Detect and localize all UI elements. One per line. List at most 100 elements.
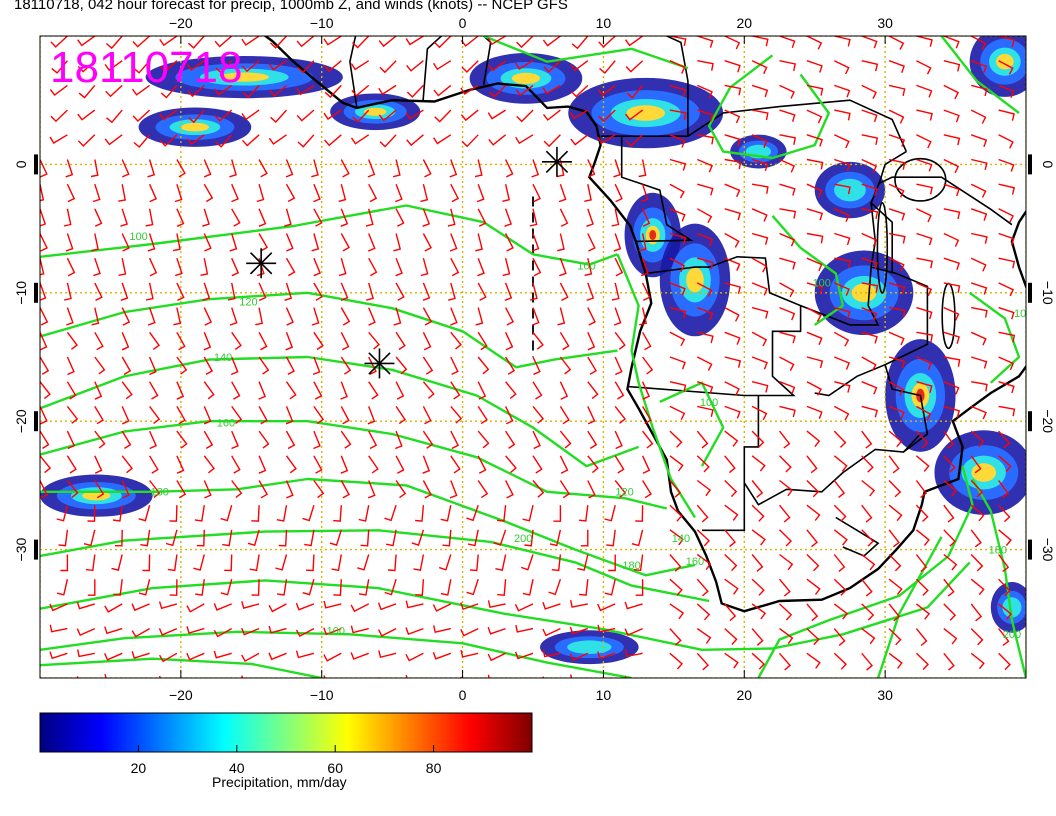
- wind-barb: [861, 232, 878, 247]
- wind-barb: [516, 109, 534, 123]
- wind-barb: [915, 504, 929, 523]
- wind-barb: [614, 356, 623, 376]
- lat-label-left: 0: [13, 160, 29, 168]
- wind-barb: [368, 307, 376, 326]
- wind-barb: [559, 455, 569, 474]
- wind-barb: [696, 603, 711, 621]
- wind-barb: [49, 603, 68, 612]
- wind-barb: [916, 158, 933, 172]
- wind-barb: [943, 578, 955, 597]
- height-contour: [968, 291, 1021, 384]
- lon-label-bottom: 10: [596, 687, 612, 703]
- wind-barb: [696, 479, 712, 497]
- lake-outline: [876, 201, 889, 294]
- wind-barb: [504, 282, 513, 302]
- wind-barb: [724, 282, 742, 294]
- contour-label: 200: [514, 533, 532, 545]
- wind-barb: [241, 627, 260, 636]
- wind-barb: [1025, 110, 1026, 111]
- wind-barb: [806, 36, 823, 50]
- wind-barb: [77, 649, 95, 658]
- wind-barb: [778, 430, 791, 449]
- wind-barb: [295, 627, 315, 638]
- wind-barb: [66, 356, 75, 376]
- wind-barb: [751, 554, 764, 572]
- wind-barb: [366, 282, 374, 301]
- wind-barb: [420, 184, 429, 203]
- wind-barb: [888, 134, 906, 147]
- wind-barb: [241, 134, 260, 147]
- wind-barb: [229, 307, 238, 326]
- wind-barb: [532, 356, 541, 376]
- wind-barb: [147, 233, 156, 252]
- wind-barb: [131, 627, 150, 638]
- wind-barb: [229, 233, 238, 252]
- wind-barb: [696, 504, 709, 523]
- wind-barb: [834, 36, 851, 47]
- wind-barb: [888, 603, 901, 622]
- wind-barb: [998, 183, 1016, 195]
- wind-barb: [604, 505, 616, 522]
- wind-barb: [384, 504, 397, 522]
- wind-barb: [697, 109, 714, 122]
- wind-barb: [669, 36, 687, 47]
- wind-barb: [834, 158, 851, 172]
- wind-barb: [78, 84, 96, 99]
- wind-barb: [833, 603, 849, 620]
- wind-barb: [970, 455, 982, 474]
- wind-barb: [614, 405, 626, 424]
- wind-barb: [624, 649, 643, 658]
- wind-barb: [63, 208, 72, 227]
- wind-barb: [1025, 233, 1026, 235]
- wind-barb: [833, 455, 848, 472]
- wind-barb: [834, 109, 851, 121]
- wind-barb: [631, 529, 644, 547]
- wind-barb: [94, 381, 103, 400]
- wind-barb: [40, 356, 50, 375]
- wind-barb: [159, 134, 178, 147]
- wind-barb: [578, 505, 589, 522]
- wind-barb: [998, 554, 1010, 573]
- wind-barb: [779, 232, 796, 247]
- wind-barb: [970, 430, 985, 448]
- wind-barb: [1025, 85, 1026, 87]
- wind-barb: [779, 356, 795, 372]
- wind-barb: [40, 653, 41, 655]
- wind-barb: [92, 183, 101, 203]
- wind-barb: [724, 578, 739, 595]
- wind-barb: [806, 232, 824, 244]
- wind-barb: [66, 257, 76, 277]
- wind-barb: [169, 579, 178, 596]
- wind-barb: [147, 307, 156, 326]
- wind-barb: [549, 529, 562, 547]
- country-border: [600, 99, 908, 152]
- wind-barb: [203, 356, 214, 376]
- wind-barb: [531, 677, 533, 678]
- wind-barb: [285, 381, 297, 400]
- wind-barb: [641, 406, 652, 425]
- wind-barb: [624, 36, 644, 47]
- wind-barb: [635, 505, 644, 522]
- wind-barb: [584, 184, 592, 202]
- wind-barb: [888, 480, 902, 498]
- wind-barb: [1025, 480, 1026, 482]
- wind-barb: [724, 479, 738, 498]
- wind-barb: [559, 356, 572, 375]
- contour-label: 180: [151, 487, 169, 499]
- wind-barb: [40, 628, 41, 630]
- date-stamp: 18110718: [50, 43, 243, 92]
- wind-barb: [970, 257, 987, 272]
- wind-barb: [970, 603, 983, 622]
- wind-barb: [916, 381, 933, 393]
- wind-barb: [395, 257, 403, 277]
- contour-label: 100: [327, 625, 345, 637]
- wind-barb: [312, 356, 321, 376]
- wind-barb: [724, 405, 741, 419]
- wind-barb: [943, 504, 955, 523]
- wind-barb: [405, 109, 424, 120]
- country-border: [877, 176, 1013, 226]
- wind-barb: [579, 579, 589, 596]
- wind-barb: [861, 356, 877, 372]
- wind-barb: [440, 579, 452, 596]
- wind-barb: [613, 307, 622, 326]
